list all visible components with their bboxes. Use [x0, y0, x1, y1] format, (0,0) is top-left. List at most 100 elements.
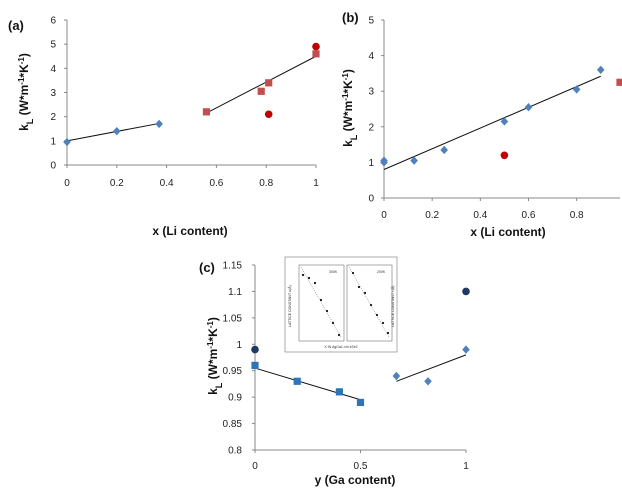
y-tick-label: 0.85 [223, 419, 243, 430]
x-tick-label: 0.2 [425, 210, 439, 221]
y-axis-label: kL (W*m-1*K-1) [206, 317, 225, 395]
y-axis-label: kL (W*m-1*K-1) [341, 69, 360, 147]
y-tick-label: 0 [368, 194, 374, 205]
data-point-circle [264, 110, 273, 119]
trendline [254, 367, 361, 401]
x-tick-label: 0.5 [354, 461, 368, 472]
inset-point [386, 331, 390, 335]
data-point-diamond [63, 137, 71, 147]
inset-point [313, 281, 317, 285]
y-tick-label: 0.95 [223, 366, 243, 377]
inset-point [369, 303, 373, 307]
data-point-diamond [524, 103, 533, 112]
y-tick-label: 5 [50, 40, 56, 51]
x-tick-label: 0.6 [209, 178, 223, 189]
inset-point [301, 273, 305, 277]
x-tick-label: 0 [381, 210, 387, 221]
inset-x-label: X IN AgGa1-xIn xSe2 [324, 345, 357, 349]
y-tick-label: 0 [50, 161, 56, 172]
data-point-diamond [572, 85, 581, 94]
x-axis-label: x (Li content) [152, 224, 227, 238]
y-tick-label: 4 [368, 51, 374, 62]
y-tick-label: 1.15 [223, 261, 243, 272]
data-point-square [293, 377, 301, 385]
y-tick-label: 3 [368, 87, 374, 98]
data-point-diamond [392, 371, 401, 381]
chart-panel-a: 0 1 2 3 4 5 6 0 0.2 0.4 0.6 0.8 1 (a) x (Li content) kL… [0, 0, 330, 245]
y-tick-label: 2 [368, 122, 374, 133]
y-tick-label: 3 [50, 88, 56, 99]
panel-label: (c) [199, 260, 215, 275]
inset-y-label-c: LATTICE CONSTANT c(Å) [390, 286, 395, 327]
x-tick-label: 0.2 [110, 178, 124, 189]
y-tick-label: 1 [368, 158, 374, 169]
x-tick-label: 0.4 [473, 210, 487, 221]
y-tick-label: 6 [50, 16, 56, 27]
y-tick-label: 1 [236, 340, 242, 351]
data-point-diamond [424, 377, 432, 386]
inset-temp-label: 200K [377, 270, 386, 274]
data-point-square [335, 388, 343, 396]
inset-y-label-a: LATTICE CONSTANT a(Å) [287, 285, 292, 327]
inset-subplot [298, 264, 345, 342]
y-axis-label: kL (W*m-1*K-1) [17, 53, 36, 131]
data-point-diamond [440, 145, 449, 155]
data-point-square [257, 87, 265, 95]
chart-panel-c: 0.8 0.85 0.9 0.95 1 1.05 1.1 1.15 0 0.5 1 (c) y (Ga … [175, 252, 505, 491]
inset-figure: 300K 200K LATTICE CONSTANT a(Å) LATTICE CON… [284, 256, 398, 353]
inset-point [363, 291, 367, 295]
data-point-diamond [500, 117, 509, 126]
data-point-square [265, 79, 273, 87]
trendline [66, 122, 160, 142]
data-point-square [312, 50, 320, 58]
y-tick-label: 4 [50, 64, 56, 75]
y-tick-label: 0.8 [228, 446, 242, 457]
chart-a-svg: 0 1 2 3 4 5 6 0 0.2 0.4 0.6 0.8 1 (a) x (Li content) kL… [8, 16, 320, 238]
panel-label: (a) [8, 18, 24, 33]
data-point-circle [462, 287, 470, 296]
inset-point [375, 313, 379, 317]
inset-temp-label: 300K [329, 270, 338, 274]
y-tick-label: 5 [368, 16, 374, 27]
trendline [206, 55, 317, 114]
data-point-square [202, 108, 211, 116]
chart-b-svg: 0 1 2 3 4 5 0 0.2 0.4 0.6 0.8 (b) x (Li content) kL (… [341, 10, 622, 239]
data-point-circle [500, 151, 509, 160]
inset-point [325, 309, 329, 313]
y-tick-label: 0.9 [228, 393, 242, 404]
x-axis-label: y (Ga content) [315, 473, 396, 487]
data-point-diamond [596, 65, 605, 75]
x-tick-label: 1 [463, 461, 469, 472]
x-tick-label: 0.6 [522, 210, 536, 221]
chart-c-svg: 0.8 0.85 0.9 0.95 1 1.05 1.1 1.15 0 0.5 1 (c) y (Ga … [199, 256, 470, 487]
data-point-circle [251, 345, 259, 354]
inset-point [331, 321, 335, 325]
inset-point [307, 276, 311, 280]
inset-point [381, 321, 385, 325]
data-point-diamond [380, 156, 388, 165]
x-tick-label: 0.8 [259, 178, 273, 189]
trendline [383, 75, 601, 170]
x-tick-label: 0.4 [160, 178, 174, 189]
inset-point [319, 298, 323, 302]
inset-point [337, 333, 341, 337]
x-tick-label: 1 [313, 178, 319, 189]
x-tick-label: 0 [252, 461, 258, 472]
x-tick-label: 0.8 [570, 210, 584, 221]
data-point-circle [312, 42, 320, 51]
chart-panel-b: 0 1 2 3 4 5 0 0.2 0.4 0.6 0.8 (b) x (Li content) kL (… [330, 0, 622, 245]
inset-point [357, 285, 361, 289]
inset-point [351, 271, 355, 275]
y-tick-label: 1.1 [228, 287, 242, 298]
data-point-diamond [113, 126, 121, 136]
inset-subplot [346, 264, 393, 342]
data-point-square [251, 361, 259, 370]
y-tick-label: 2 [50, 112, 56, 123]
data-point-square [356, 398, 365, 407]
x-tick-label: 0 [64, 178, 70, 189]
data-point-diamond [462, 345, 470, 354]
x-axis-label: x (Li content) [470, 225, 545, 239]
trendline [396, 354, 467, 382]
y-tick-label: 1 [50, 136, 56, 147]
panel-label: (b) [342, 10, 359, 25]
